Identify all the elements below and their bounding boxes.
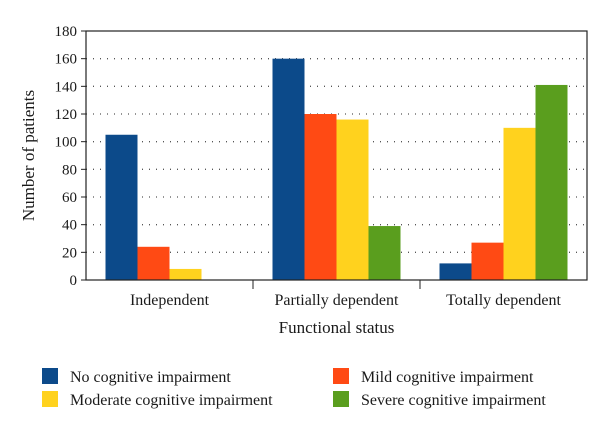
- legend-item: Mild cognitive impairment: [333, 368, 534, 386]
- bar: [471, 242, 504, 280]
- y-tick-label: 180: [55, 24, 78, 40]
- legend-item: Moderate cognitive impairment: [42, 391, 273, 409]
- y-tick-label: 160: [55, 52, 78, 68]
- legend-swatch: [42, 368, 58, 384]
- legend-item: Severe cognitive impairment: [333, 391, 546, 409]
- legend-item: No cognitive impairment: [42, 368, 231, 386]
- bar: [336, 119, 369, 281]
- bar: [169, 268, 202, 280]
- y-tick-label: 140: [55, 79, 78, 95]
- y-tick-label: 100: [55, 135, 78, 151]
- axes: [85, 30, 588, 281]
- y-axis-ticks: 0 20 40 60 80 100 120 140 160 180: [55, 24, 86, 289]
- bar: [105, 134, 138, 280]
- x-category-label: Independent: [130, 292, 210, 309]
- y-axis-title: Number of patients: [19, 90, 38, 221]
- bar: [137, 246, 170, 280]
- x-axis-title: Functional status: [279, 318, 395, 337]
- y-tick-label: 80: [62, 162, 77, 178]
- y-tick-label: 40: [62, 218, 77, 234]
- x-category-label: Totally dependent: [446, 292, 561, 309]
- legend-label: Severe cognitive impairment: [361, 392, 546, 409]
- bars: [105, 58, 568, 281]
- bar: [535, 84, 568, 280]
- legend: No cognitive impairment Mild cognitive im…: [42, 368, 546, 409]
- bar: [368, 226, 401, 280]
- plot-frame: [85, 30, 588, 281]
- legend-label: Mild cognitive impairment: [361, 369, 534, 386]
- bar: [439, 263, 472, 280]
- y-tick-label: 0: [70, 273, 78, 289]
- legend-swatch: [333, 368, 349, 384]
- y-tick-label: 120: [55, 107, 78, 123]
- legend-swatch: [333, 391, 349, 407]
- legend-label: Moderate cognitive impairment: [70, 392, 273, 409]
- bar: [503, 127, 536, 280]
- x-category-label: Partially dependent: [275, 292, 400, 309]
- legend-swatch: [42, 391, 58, 407]
- x-axis-categories: Independent Partially dependent Totally de…: [130, 280, 561, 309]
- y-tick-label: 20: [62, 245, 77, 261]
- y-tick-label: 60: [62, 190, 77, 206]
- bar: [272, 58, 305, 280]
- bar: [304, 114, 337, 280]
- legend-label: No cognitive impairment: [70, 369, 231, 386]
